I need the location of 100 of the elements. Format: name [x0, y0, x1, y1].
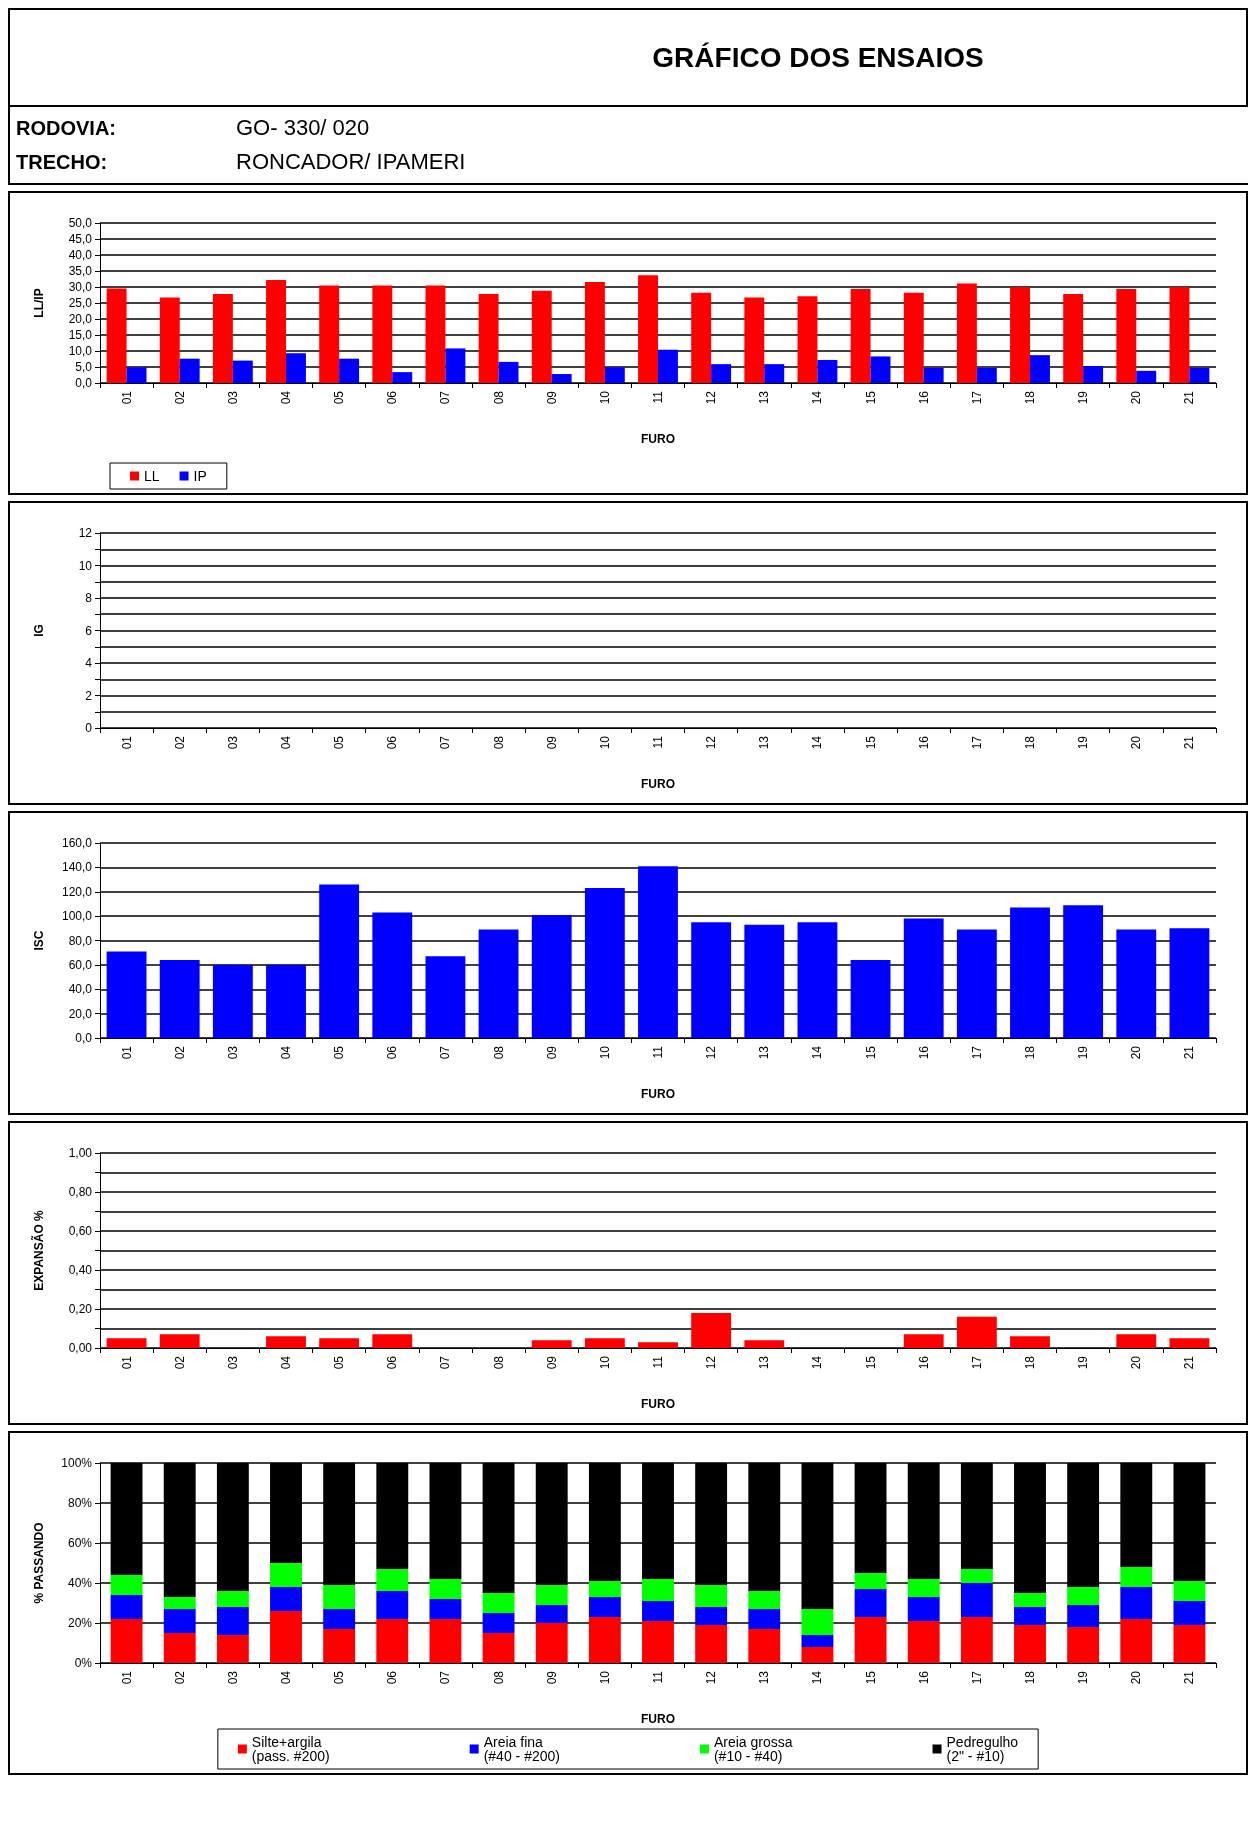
- x-tick-label: 06: [385, 1045, 400, 1060]
- y-tick-label: 100%: [61, 1456, 93, 1470]
- x-tick-label: 10: [597, 390, 612, 405]
- x-tick-label: 03: [225, 1045, 240, 1060]
- x-tick-label: 15: [863, 1045, 878, 1060]
- x-tick-label: 12: [704, 390, 719, 405]
- y-tick-label: 10: [78, 558, 93, 573]
- y-axis-title: ISC: [32, 930, 46, 951]
- y-tick-label: 0: [85, 721, 93, 735]
- y-tick-label: 20,0: [68, 1006, 93, 1021]
- chart-title: GRÁFICO DOS ENSAIOS: [652, 41, 984, 74]
- x-tick-label: 16: [916, 390, 931, 405]
- x-tick-label: 11: [651, 1355, 665, 1369]
- x-tick-label: 06: [385, 1670, 400, 1685]
- x-tick-label: 21: [1182, 1355, 1197, 1370]
- x-tick-label: 11: [651, 1045, 665, 1059]
- x-tick-label: 01: [119, 1355, 134, 1370]
- x-tick-label: 17: [969, 1045, 984, 1060]
- x-tick-label: 09: [544, 1045, 559, 1060]
- y-tick-label: 60%: [67, 1536, 93, 1550]
- x-tick-label: 03: [225, 1670, 240, 1685]
- x-tick-label: 12: [704, 1355, 719, 1370]
- x-tick-label: 20: [1129, 1045, 1144, 1060]
- x-tick-label: 14: [810, 1670, 825, 1685]
- x-tick-label: 20: [1129, 735, 1144, 750]
- x-tick-label: 15: [863, 390, 878, 405]
- x-tick-label: 17: [969, 1355, 984, 1370]
- x-tick-label: 09: [544, 390, 559, 405]
- x-tick-label: 02: [172, 735, 187, 750]
- legend-label: Areia grossa (#10 - #40): [713, 1734, 793, 1764]
- y-tick-label: 25,0: [68, 296, 93, 310]
- x-tick-label: 13: [757, 1045, 772, 1060]
- y-tick-label: 20,0: [68, 312, 93, 326]
- x-tick-label: 10: [597, 1045, 612, 1060]
- y-tick-label: 160,0: [61, 836, 93, 850]
- x-tick-label: 16: [916, 1355, 931, 1370]
- y-tick-label: 0%: [74, 1656, 93, 1670]
- x-tick-label: 01: [119, 1045, 134, 1060]
- x-tick-label: 19: [1076, 735, 1091, 750]
- y-tick-label: 15,0: [68, 328, 93, 342]
- y-tick-label: 0,0: [75, 1031, 93, 1045]
- legend-label: LL: [144, 468, 160, 484]
- text: RODOVIA:: [16, 116, 117, 140]
- x-tick-label: 02: [172, 1670, 187, 1685]
- x-tick-label: 07: [438, 390, 453, 405]
- y-tick-label: 30,0: [68, 280, 93, 294]
- x-tick-label: 05: [332, 1355, 347, 1370]
- x-tick-label: 04: [279, 1355, 293, 1370]
- x-tick-label: 04: [279, 735, 293, 750]
- x-tick-label: 06: [385, 1355, 400, 1370]
- x-tick-label: 08: [491, 735, 506, 750]
- x-tick-label: 05: [332, 390, 347, 405]
- x-tick-label: 03: [225, 735, 240, 750]
- x-tick-label: 12: [704, 1670, 719, 1685]
- y-axis-title: EXPANSÃO %: [31, 1209, 46, 1291]
- x-tick-label: 01: [119, 735, 134, 750]
- y-tick-label: 0,20: [68, 1302, 93, 1316]
- y-tick-label: 20%: [67, 1616, 93, 1630]
- x-tick-label: 03: [225, 390, 240, 405]
- x-axis-title: FURO: [641, 432, 675, 446]
- x-tick-label: 04: [279, 1045, 293, 1060]
- x-tick-label: 21: [1182, 1670, 1197, 1685]
- x-tick-label: 04: [279, 1670, 293, 1685]
- x-tick-label: 10: [597, 1670, 612, 1685]
- y-axis-title: IG: [32, 624, 46, 637]
- x-tick-label: 03: [225, 1355, 240, 1370]
- legend-label: Areia fina (#40 - #200): [483, 1734, 560, 1764]
- x-tick-label: 07: [438, 735, 453, 750]
- y-tick-label: 50,0: [68, 216, 93, 230]
- x-tick-label: 04: [279, 390, 293, 405]
- y-tick-label: 40,0: [68, 248, 93, 262]
- x-tick-label: 07: [438, 1670, 453, 1685]
- text: TRECHO:: [16, 150, 109, 174]
- x-tick-label: 15: [863, 1670, 878, 1685]
- x-tick-label: 01: [119, 1670, 134, 1685]
- y-tick-label: 1,00: [68, 1146, 93, 1160]
- x-tick-label: 17: [969, 1670, 984, 1685]
- x-axis-title: FURO: [641, 777, 675, 791]
- y-tick-label: 4: [85, 656, 93, 670]
- x-tick-label: 02: [172, 1355, 187, 1370]
- x-tick-label: 19: [1076, 390, 1091, 405]
- x-tick-label: 05: [332, 1045, 347, 1060]
- y-axis-title: LL/IP: [32, 288, 46, 318]
- x-tick-label: 18: [1023, 1355, 1037, 1370]
- x-tick-label: 14: [810, 390, 825, 405]
- x-tick-label: 06: [385, 735, 400, 750]
- x-tick-label: 07: [438, 1355, 453, 1370]
- x-tick-label: 11: [651, 1670, 665, 1684]
- x-tick-label: 05: [332, 735, 347, 750]
- y-tick-label: 0,80: [68, 1185, 93, 1199]
- x-tick-label: 08: [491, 1355, 506, 1370]
- text: RONCADOR/ IPAMERI: [236, 149, 466, 175]
- x-tick-label: 01: [119, 390, 134, 405]
- x-tick-label: 20: [1129, 1355, 1144, 1370]
- y-tick-label: 35,0: [68, 264, 93, 278]
- x-tick-label: 14: [810, 735, 825, 750]
- y-tick-label: 0,40: [68, 1263, 93, 1277]
- x-tick-label: 06: [385, 390, 400, 405]
- y-tick-label: 0,60: [68, 1224, 93, 1238]
- legend-label: IP: [193, 468, 207, 484]
